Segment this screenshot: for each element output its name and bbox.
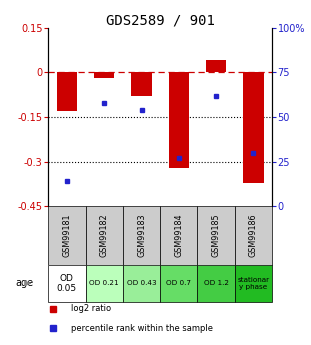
Bar xyxy=(123,206,160,265)
Bar xyxy=(160,206,197,265)
Bar xyxy=(131,72,152,96)
Text: OD
0.05: OD 0.05 xyxy=(57,274,77,293)
Text: stationar
y phase: stationar y phase xyxy=(237,277,270,290)
Text: GSM99185: GSM99185 xyxy=(212,214,220,257)
Bar xyxy=(206,60,226,72)
Bar xyxy=(57,72,77,111)
Text: OD 0.7: OD 0.7 xyxy=(166,280,191,286)
Bar xyxy=(235,206,272,265)
Bar xyxy=(86,265,123,302)
Text: GSM99183: GSM99183 xyxy=(137,214,146,257)
Text: OD 0.43: OD 0.43 xyxy=(127,280,156,286)
Text: log2 ratio: log2 ratio xyxy=(71,304,111,313)
Bar xyxy=(160,265,197,302)
Bar xyxy=(123,265,160,302)
Bar xyxy=(48,206,86,265)
Title: GDS2589 / 901: GDS2589 / 901 xyxy=(106,13,215,28)
Bar xyxy=(235,265,272,302)
Bar xyxy=(197,265,235,302)
Text: OD 1.2: OD 1.2 xyxy=(204,280,229,286)
Text: percentile rank within the sample: percentile rank within the sample xyxy=(71,324,213,333)
Text: GSM99184: GSM99184 xyxy=(174,214,183,257)
Bar xyxy=(197,206,235,265)
Text: GSM99186: GSM99186 xyxy=(249,214,258,257)
Text: OD 0.21: OD 0.21 xyxy=(89,280,119,286)
Bar xyxy=(94,72,114,78)
Bar xyxy=(48,265,86,302)
Bar xyxy=(169,72,189,168)
Bar xyxy=(86,206,123,265)
Text: GSM99182: GSM99182 xyxy=(100,214,109,257)
Text: GSM99181: GSM99181 xyxy=(63,214,71,257)
Bar xyxy=(243,72,264,183)
Text: age: age xyxy=(16,278,34,288)
